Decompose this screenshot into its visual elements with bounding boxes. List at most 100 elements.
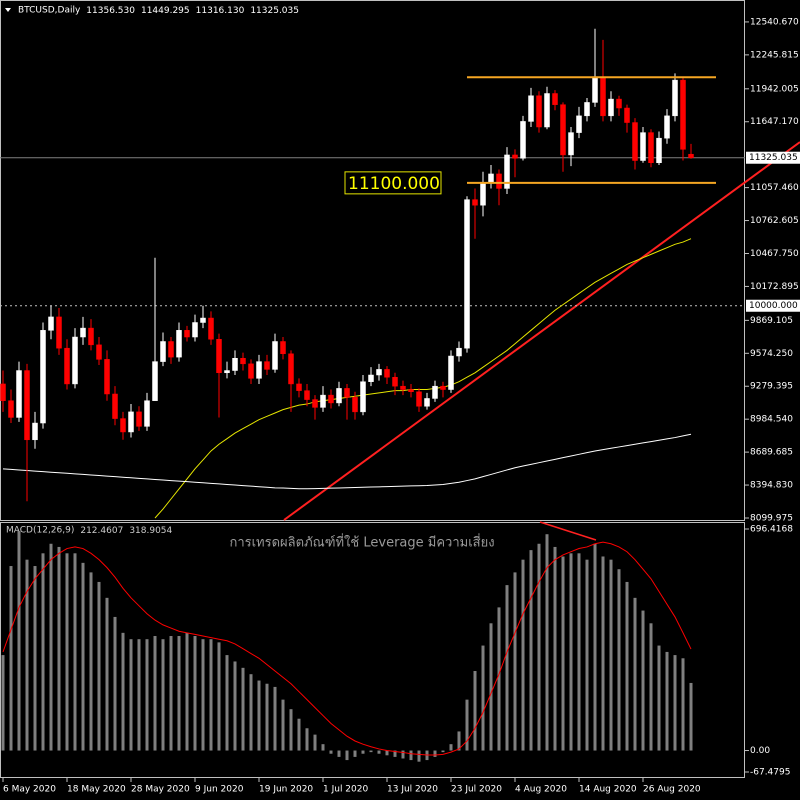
y-tick-label: 9869.105	[750, 316, 793, 326]
y-tick-label: 0.00	[750, 746, 770, 756]
y-tick-label: 12245.815	[750, 50, 799, 60]
histogram-bar	[409, 750, 413, 761]
candle-body	[688, 153, 694, 158]
round-level-label: 10000.000	[749, 301, 798, 311]
candle-body	[328, 394, 334, 404]
candle-body	[536, 95, 542, 128]
candle-body	[624, 107, 630, 123]
candle-body	[264, 361, 270, 370]
candle-body	[528, 95, 534, 122]
histogram-bar	[289, 709, 293, 751]
candle-body	[392, 376, 398, 387]
macd-pane-border	[0, 522, 745, 778]
histogram-bar	[313, 734, 317, 751]
histogram-bar	[641, 610, 645, 751]
candle-body	[312, 399, 318, 408]
histogram-bar	[217, 642, 221, 751]
candle-body	[224, 370, 230, 374]
candle-body	[464, 199, 470, 349]
chart-header: BTCUSD,Daily 11356.530 11449.295 11316.130 1…	[18, 6, 299, 16]
x-tick-label: 13 Jul 2020	[387, 785, 438, 795]
level-label-box	[344, 171, 442, 195]
histogram-bar	[321, 744, 325, 751]
price-pane-border	[0, 0, 745, 521]
histogram-bar	[329, 750, 333, 754]
moving-average	[2, 433, 692, 490]
histogram-bar	[65, 553, 69, 751]
x-tick-label: 26 Aug 2020	[643, 785, 701, 795]
y-tick-label: 11942.005	[750, 84, 799, 94]
candle-body	[296, 383, 302, 391]
histogram-bar	[633, 597, 637, 751]
candle-body	[432, 385, 438, 399]
histogram-bar	[657, 645, 661, 751]
signal-line	[2, 541, 692, 756]
candle-body	[72, 336, 78, 385]
candle-body	[360, 381, 366, 413]
candle-body	[504, 154, 510, 189]
candle-body	[408, 389, 414, 393]
histogram-bar	[33, 566, 37, 751]
histogram-bar	[513, 572, 517, 751]
y-tick-label: 8984.540	[750, 415, 793, 425]
candle-body	[0, 383, 6, 401]
candle-body	[472, 199, 478, 206]
histogram-bar	[129, 639, 133, 751]
histogram-bar	[625, 581, 629, 751]
candle-body	[440, 385, 446, 390]
candle-body	[648, 132, 654, 164]
candle-body	[256, 361, 262, 379]
candle-body	[128, 411, 134, 433]
histogram-bar	[241, 667, 245, 751]
y-tick-label: 12540.670	[750, 17, 799, 27]
x-tick-label: 14 Aug 2020	[579, 785, 637, 795]
candle-body	[680, 79, 686, 150]
candle-body	[104, 359, 110, 395]
watermark: การเทรดผลิตภัณฑ์ที่ใช้ Leverage มีความเส…	[229, 534, 494, 551]
y-tick-label: 8689.685	[750, 448, 793, 458]
last-price-box	[746, 151, 800, 164]
candle-body	[608, 98, 614, 117]
candle-body	[488, 173, 494, 184]
histogram-bar	[113, 616, 117, 751]
candle-body	[160, 341, 166, 362]
candle-body	[120, 418, 126, 433]
candle-body	[368, 374, 374, 382]
candle-body	[48, 316, 54, 331]
candle-body	[136, 411, 142, 427]
candle-body	[384, 369, 390, 378]
histogram-bar	[601, 556, 605, 751]
candle-body	[64, 347, 70, 385]
header-value: 11316.130	[196, 6, 245, 16]
y-tick-label: 696.4168	[750, 525, 793, 535]
histogram-bar	[561, 556, 565, 751]
menu-arrow[interactable]	[5, 8, 11, 12]
y-tick-label: 10467.750	[750, 249, 799, 259]
candle-body	[32, 422, 38, 441]
x-tick-label: 1 Jul 2020	[323, 785, 368, 795]
histogram-bar	[505, 585, 509, 751]
histogram-bar	[401, 750, 405, 759]
histogram-bar	[537, 543, 541, 751]
histogram-bar	[105, 597, 109, 751]
histogram-bar	[481, 645, 485, 751]
moving-average	[154, 238, 692, 519]
x-tick-label: 4 Aug 2020	[515, 785, 567, 795]
histogram-bar	[273, 686, 277, 751]
candle-body	[216, 339, 222, 374]
histogram-bar	[121, 632, 125, 751]
candle-body	[336, 388, 342, 404]
y-tick-label: 9574.250	[750, 349, 793, 359]
y-tick-label: 10762.605	[750, 216, 799, 226]
histogram-bar	[441, 750, 445, 753]
candle-body	[240, 357, 246, 365]
histogram-bar	[433, 750, 437, 757]
candle-body	[248, 363, 254, 379]
candle-body	[344, 388, 350, 398]
histogram-bar	[569, 553, 573, 751]
histogram-bar	[673, 655, 677, 751]
candle-body	[600, 76, 606, 117]
histogram-bar	[617, 569, 621, 751]
histogram-bar	[649, 623, 653, 751]
